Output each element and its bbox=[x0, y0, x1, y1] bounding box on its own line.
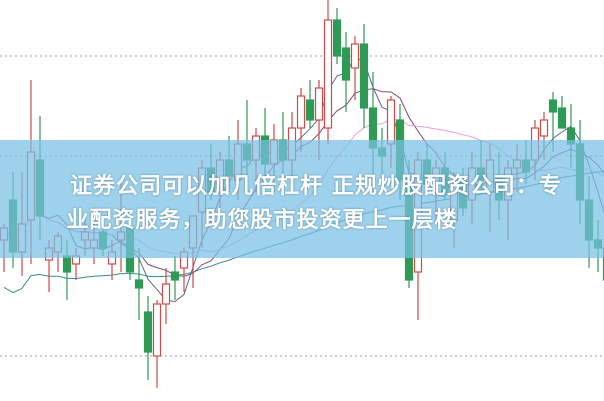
candle-up bbox=[386, 99, 396, 145]
candle-down bbox=[341, 47, 351, 81]
candle-up bbox=[161, 283, 171, 305]
caption-line-2: 业配资服务，助您股市投资更上一层楼 bbox=[66, 208, 458, 233]
candle-up bbox=[323, 19, 333, 129]
candle-up bbox=[152, 303, 162, 357]
candle-up bbox=[539, 119, 549, 137]
candle-up bbox=[296, 95, 306, 129]
candle-up bbox=[314, 87, 324, 121]
caption-line-1: 证券公司可以加几倍杠杆 正规炒股配资公司：专 bbox=[70, 174, 562, 199]
candle-down bbox=[332, 19, 342, 57]
candle-down bbox=[359, 43, 369, 109]
candle-down bbox=[548, 99, 558, 113]
candle-down bbox=[62, 255, 72, 273]
candle-down bbox=[557, 107, 567, 129]
caption-banner bbox=[0, 140, 604, 258]
candle-down bbox=[143, 311, 153, 353]
candle-down bbox=[170, 271, 180, 281]
candle-down bbox=[305, 99, 315, 121]
candle-down bbox=[134, 279, 144, 289]
candle-up bbox=[350, 43, 360, 69]
